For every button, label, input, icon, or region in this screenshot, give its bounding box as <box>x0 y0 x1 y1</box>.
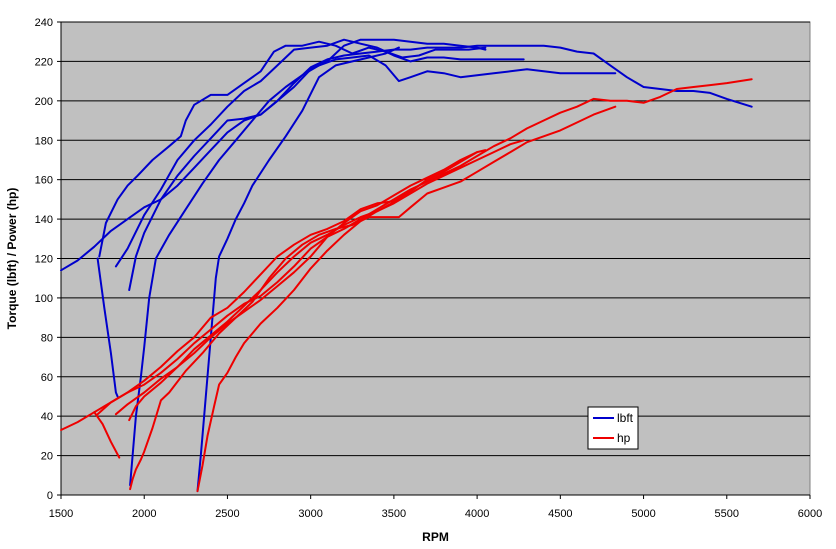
x-tick-label: 5000 <box>631 508 655 520</box>
series-line-hp-9 <box>96 151 479 416</box>
y-axis-title: Torque (lbft) / Power (hp) <box>5 188 19 330</box>
legend: lbft hp <box>587 406 639 450</box>
y-tick-label: 0 <box>47 490 53 502</box>
series-line-hp-11 <box>128 149 487 422</box>
series-line-lbft-4 <box>128 38 487 291</box>
x-tick-label: 2000 <box>132 508 156 520</box>
y-tick-label: 40 <box>41 411 53 423</box>
x-axis-title: RPM <box>422 530 449 544</box>
axes <box>57 21 811 499</box>
x-tick-label: 3500 <box>382 508 406 520</box>
gridlines <box>61 21 810 457</box>
x-tick-label: 4500 <box>548 508 572 520</box>
y-tick-label: 220 <box>35 56 53 68</box>
series-line-lbft-3 <box>114 38 525 268</box>
tick-labels: 0 20 40 60 80 100 120 140 160 180 200 220 240 1500 200… <box>35 17 823 520</box>
series-line-lbft-1 <box>96 257 119 398</box>
x-tick-label: 2500 <box>215 508 239 520</box>
y-tick-label: 140 <box>35 214 53 226</box>
series-line-lbft-0 <box>60 44 753 272</box>
y-tick-label: 120 <box>35 254 53 266</box>
y-tick-label: 60 <box>41 372 53 384</box>
y-tick-label: 160 <box>35 175 53 187</box>
series-line-hp-13 <box>196 198 400 493</box>
series-line-hp-12 <box>129 105 617 491</box>
series-line-lbft-5 <box>129 54 617 487</box>
legend-label-lbft: lbft <box>617 411 634 425</box>
x-tick-label: 4000 <box>465 508 489 520</box>
y-tick-label: 200 <box>35 96 53 108</box>
x-tick-label: 3000 <box>298 508 322 520</box>
y-tick-label: 20 <box>41 451 53 463</box>
series-line-lbft-2 <box>98 40 487 258</box>
y-tick-label: 180 <box>35 135 53 147</box>
series-line-hp-7 <box>60 78 753 431</box>
y-tick-label: 100 <box>35 293 53 305</box>
legend-box <box>587 406 639 450</box>
x-tick-label: 1500 <box>49 508 73 520</box>
x-tick-label: 5500 <box>715 508 739 520</box>
y-tick-label: 240 <box>35 17 53 29</box>
series-line-hp-8 <box>93 411 121 459</box>
series-lines <box>60 38 753 493</box>
x-tick-label: 6000 <box>798 508 822 520</box>
y-tick-label: 80 <box>41 332 53 344</box>
legend-label-hp: hp <box>617 431 631 445</box>
